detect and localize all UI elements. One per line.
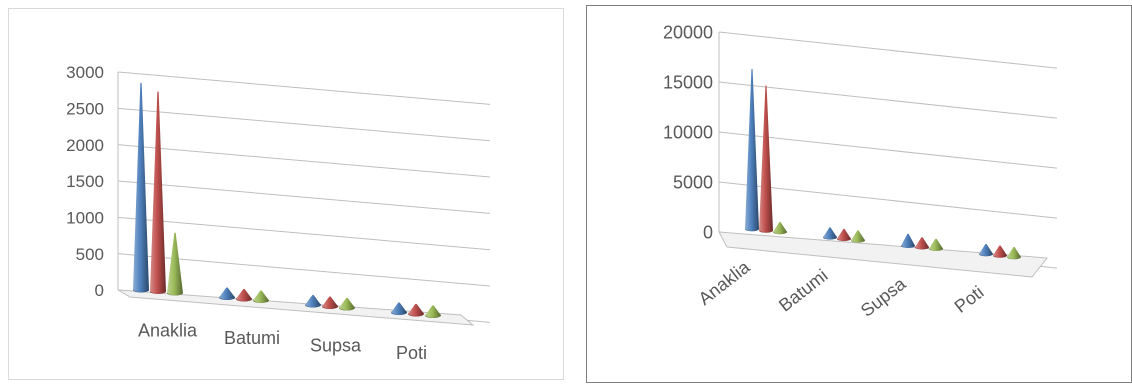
- cone-batumi-s3: [851, 230, 865, 243]
- gridline: [117, 216, 491, 251]
- category-label: Anaklia: [138, 320, 198, 340]
- gridline: [718, 81, 1058, 119]
- cone-poti-s1: [391, 302, 407, 316]
- cone-supsa-s2: [322, 296, 338, 310]
- cone-anaklia-s3: [167, 232, 183, 296]
- category-label: Poti: [951, 282, 988, 317]
- cone-batumi-s2: [837, 228, 851, 242]
- gridline: [117, 180, 491, 214]
- y-tick-label: 1500: [66, 172, 104, 191]
- gridline: [117, 107, 491, 142]
- y-tick-label: 500: [76, 245, 104, 264]
- cone-supsa-s3: [929, 238, 943, 251]
- cone-anaklia-s3: [773, 221, 787, 235]
- cone-anaklia-s2: [150, 91, 166, 295]
- category-label: Poti: [396, 343, 427, 363]
- cone-anaklia-s2: [759, 85, 773, 233]
- cone-supsa-s1: [305, 294, 321, 308]
- cone-poti-s1: [979, 244, 993, 257]
- left-chart-panel: 0 500 1000 1500 2000 2500 3000 Anaklia Batumi Sup…: [8, 8, 564, 380]
- cone-supsa-s3: [339, 297, 355, 311]
- cone-supsa-s2: [915, 237, 929, 250]
- cone-poti-s2: [993, 245, 1007, 258]
- cone-poti-s3: [1007, 247, 1021, 260]
- gridline: [117, 71, 491, 105]
- y-tick-label: 5000: [673, 172, 713, 192]
- category-label: Supsa: [857, 273, 910, 321]
- gridline: [718, 31, 1058, 69]
- y-tick-label: 2000: [66, 136, 104, 155]
- y-tick-label: 0: [95, 281, 104, 300]
- cone-batumi-s2: [236, 288, 252, 302]
- category-label: Batumi: [775, 265, 831, 315]
- cone-supsa-s1: [901, 233, 915, 248]
- right-chart-panel: 0 5000 10000 15000 20000 Anaklia Batumi Supsa Po…: [586, 5, 1132, 383]
- cone-batumi-s3: [253, 290, 269, 303]
- gridline: [117, 253, 491, 287]
- y-tick-label: 20000: [663, 22, 713, 42]
- gridline: [718, 181, 1058, 219]
- left-cone-chart: 0 500 1000 1500 2000 2500 3000 Anaklia Batumi Sup…: [66, 63, 491, 363]
- y-tick-label: 1000: [66, 208, 104, 227]
- category-label: Anaklia: [695, 256, 755, 309]
- cone-poti-s2: [408, 303, 424, 317]
- cone-anaklia-s1: [133, 82, 149, 293]
- y-tick-label: 3000: [66, 63, 104, 82]
- y-tick-label: 15000: [663, 72, 713, 92]
- y-tick-label: 10000: [663, 122, 713, 142]
- cone-batumi-s1: [823, 227, 837, 240]
- right-cone-chart: 0 5000 10000 15000 20000 Anaklia Batumi Supsa Po…: [663, 22, 1058, 321]
- cone-poti-s3: [425, 305, 441, 318]
- gridline: [718, 131, 1058, 169]
- cone-batumi-s1: [219, 287, 235, 301]
- y-tick-label: 0: [703, 222, 713, 242]
- y-tick-label: 2500: [66, 99, 104, 118]
- category-label: Batumi: [224, 328, 280, 348]
- cone-anaklia-s1: [745, 69, 759, 232]
- category-label: Supsa: [310, 335, 362, 355]
- gridline: [117, 144, 491, 178]
